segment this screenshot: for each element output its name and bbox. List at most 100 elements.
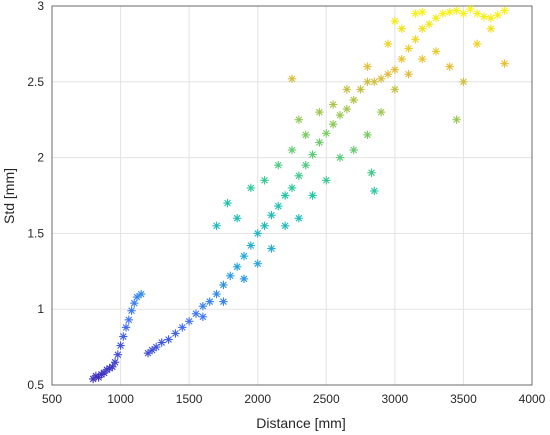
data-point — [459, 77, 468, 86]
x-tick-label: 2500 — [313, 392, 340, 406]
data-point — [119, 332, 128, 341]
data-point — [171, 329, 180, 338]
data-point — [452, 115, 461, 124]
data-point — [500, 6, 509, 15]
data-point — [342, 85, 352, 94]
data-point — [152, 342, 161, 352]
data-point — [157, 338, 166, 347]
y-axis-ticks: 0.5 1 1.5 2 2.5 3 — [27, 0, 44, 392]
data-point — [328, 100, 338, 109]
data-points — [88, 4, 509, 384]
data-point — [239, 251, 249, 261]
data-point — [349, 95, 358, 105]
data-point — [232, 214, 242, 223]
data-point — [124, 315, 133, 325]
y-tick-label: 0.5 — [27, 378, 44, 392]
data-point — [294, 171, 304, 180]
y-tick-label: 1 — [37, 302, 44, 316]
data-point — [367, 168, 376, 177]
data-point — [308, 191, 317, 200]
data-point — [431, 47, 441, 56]
data-point — [445, 62, 454, 71]
x-tick-label: 4000 — [519, 392, 546, 406]
x-tick-label: 2000 — [244, 392, 271, 406]
data-point — [132, 292, 142, 302]
data-point — [267, 244, 276, 253]
data-point — [198, 312, 208, 321]
data-point — [246, 241, 256, 250]
y-tick-label: 3 — [37, 0, 44, 13]
data-point — [459, 9, 468, 18]
data-point — [363, 130, 372, 140]
data-point — [294, 214, 304, 223]
x-tick-label: 1500 — [176, 392, 203, 406]
data-point — [383, 70, 393, 79]
data-point — [178, 323, 187, 332]
data-point — [322, 129, 331, 138]
data-point — [143, 348, 153, 358]
data-point — [472, 9, 482, 18]
data-point — [219, 280, 228, 290]
data-point — [253, 259, 262, 268]
data-point — [390, 65, 400, 74]
x-tick-label: 3500 — [450, 392, 477, 406]
x-tick-label: 500 — [42, 392, 62, 406]
data-point — [287, 145, 297, 155]
data-point — [232, 262, 242, 271]
data-point — [376, 107, 386, 117]
data-point — [438, 9, 448, 18]
data-point — [127, 306, 136, 315]
data-point — [287, 74, 297, 83]
data-point — [212, 289, 221, 299]
data-point — [191, 309, 201, 318]
data-point — [452, 6, 461, 15]
data-point — [315, 107, 324, 117]
data-point — [445, 7, 454, 17]
data-point — [136, 289, 146, 299]
data-point — [147, 345, 157, 355]
data-point — [370, 77, 379, 86]
y-tick-label: 2 — [37, 151, 44, 165]
data-point — [274, 201, 283, 211]
data-point — [212, 221, 221, 231]
data-point — [108, 362, 117, 372]
data-point — [486, 13, 496, 23]
data-point — [116, 341, 125, 350]
data-point — [335, 153, 345, 162]
data-point — [500, 59, 509, 68]
data-point — [223, 198, 232, 208]
data-point — [253, 229, 262, 238]
data-point — [301, 160, 310, 170]
data-point — [356, 85, 365, 94]
data-point — [390, 16, 400, 26]
data-point — [411, 35, 420, 44]
data-point — [280, 191, 290, 200]
data-point — [205, 297, 214, 306]
data-point — [280, 221, 290, 231]
data-point — [472, 39, 482, 49]
data-point — [418, 24, 427, 33]
data-point — [267, 211, 276, 220]
data-point — [363, 62, 372, 71]
data-point — [301, 130, 310, 140]
x-tick-label: 1000 — [107, 392, 134, 406]
data-point — [349, 145, 358, 155]
data-point — [466, 4, 475, 14]
data-point — [424, 19, 434, 29]
data-point — [431, 13, 441, 23]
x-axis-label: Distance [mm] — [256, 415, 345, 431]
plot-area-frame — [51, 5, 533, 386]
data-point — [113, 350, 123, 359]
data-point — [121, 323, 131, 332]
data-point — [328, 120, 338, 129]
data-point — [493, 10, 502, 20]
data-point — [260, 176, 269, 185]
data-point — [397, 24, 406, 33]
data-point — [164, 335, 173, 344]
data-point — [479, 12, 489, 21]
data-point — [219, 297, 228, 306]
data-point — [418, 7, 427, 17]
data-point — [287, 183, 297, 193]
data-point — [390, 85, 400, 94]
